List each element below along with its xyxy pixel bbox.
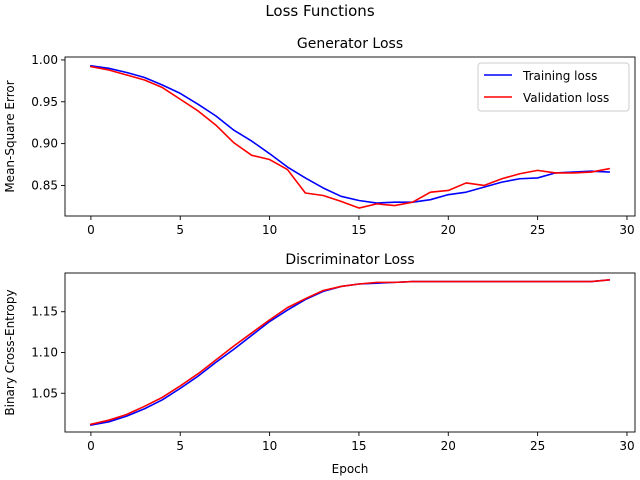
x-tick-label: 0 [87,223,95,237]
x-tick-label: 30 [619,223,634,237]
y-tick-label: 0.90 [31,137,58,151]
y-axis-label: Mean-Square Error [3,80,17,192]
x-tick-label: 25 [530,439,545,453]
figure-suptitle: Loss Functions [265,2,374,20]
series-line-training-loss [89,279,610,427]
x-tick-label: 20 [441,223,456,237]
x-tick-label: 5 [176,223,184,237]
subplot-2: Discriminator Loss 0 5 10 15 20 25 30 1.05 1.10 1.… [3,252,636,476]
x-tick-label: 10 [262,223,277,237]
x-tick-label: 20 [441,439,456,453]
series-line-validation-loss [89,279,610,426]
legend-label: Training loss [522,69,597,83]
y-tick-label: 1.15 [31,305,58,319]
axes-frame [64,272,636,433]
y-tick-label: 1.00 [31,53,58,67]
x-tick-label: 5 [176,439,184,453]
y-tick-label: 1.10 [31,346,58,360]
subplot-title: Discriminator Loss [285,252,414,268]
x-tick-label: 30 [619,439,634,453]
series-line-training-loss [90,64,610,204]
x-tick-label: 25 [530,223,545,237]
y-tick-label: 0.95 [31,95,58,109]
legend-box [477,62,630,112]
x-tick-label: 0 [87,439,95,453]
x-tick-label: 10 [262,439,277,453]
y-tick-label: 1.05 [31,386,58,400]
legend-label: Validation loss [523,91,609,105]
x-tick-label: 15 [351,439,366,453]
y-axis-label: Binary Cross-Entropy [3,289,17,415]
x-tick-label: 15 [351,223,366,237]
series-line-validation-loss [89,65,611,209]
subplot-title: Generator Loss [297,36,403,52]
subplot-1: Generator Loss 0 5 10 15 20 25 30 0.85 0.90 0.95 1.… [3,36,636,237]
axes-frame [64,56,636,217]
legend: Training loss Validation loss [477,62,630,112]
y-tick-label: 0.85 [31,178,58,192]
x-axis-label: Epoch [332,462,369,476]
